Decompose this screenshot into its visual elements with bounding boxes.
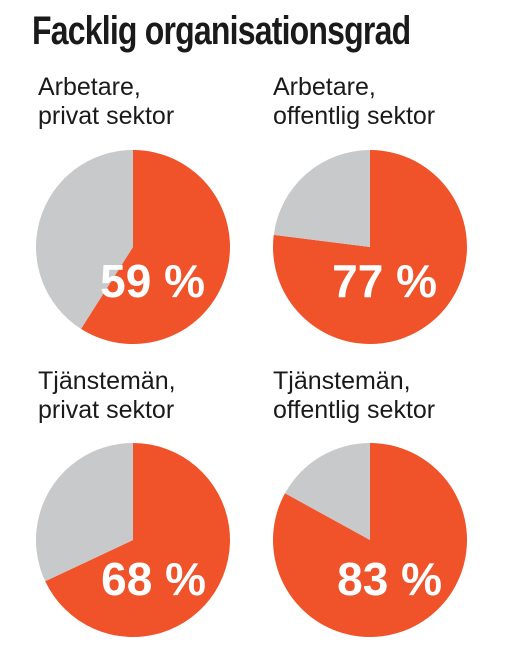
value-label: 68 % (101, 553, 206, 605)
pie-chart: 68 % (35, 443, 230, 637)
pie-chart: 77 % (272, 150, 467, 344)
chart-label: Tjänstemän, offentlig sektor (273, 367, 435, 425)
value-label: 83 % (337, 553, 442, 605)
chart-label-line-2: privat sektor (38, 396, 175, 424)
pie-slice-share (273, 443, 468, 637)
chart-label-line-2: offentlig sektor (273, 396, 436, 424)
pie-slice-share (45, 443, 230, 637)
pie-slice-share (272, 150, 467, 344)
chart-label-line-1: Arbetare, (273, 73, 376, 101)
chart-label-line-2: offentlig sektor (273, 102, 436, 130)
pie-chart: 59 % (35, 149, 230, 344)
chart-label: Arbetare, privat sektor (38, 73, 174, 131)
chart-label: Arbetare, offentlig sektor (273, 73, 435, 131)
chart-label-line-1: Tjänstemän, (273, 367, 411, 395)
pie-slice-remainder (285, 443, 370, 540)
chart-label-line-2: privat sektor (38, 102, 175, 130)
pie-slice-remainder (273, 150, 370, 247)
pie-chart: 83 % (273, 443, 468, 637)
pie-slice-share (81, 150, 230, 344)
chart-label: Tjänstemän, privat sektor (38, 367, 176, 425)
chart-title: Facklig organisationsgrad (32, 9, 411, 53)
pie-slice-remainder (35, 149, 133, 329)
value-label: 77 % (332, 255, 437, 307)
chart-label-line-1: Tjänstemän, (38, 367, 176, 395)
pie-slice-remainder (35, 443, 133, 582)
chart-label-line-1: Arbetare, (38, 73, 141, 101)
value-label: 59 % (100, 255, 205, 307)
